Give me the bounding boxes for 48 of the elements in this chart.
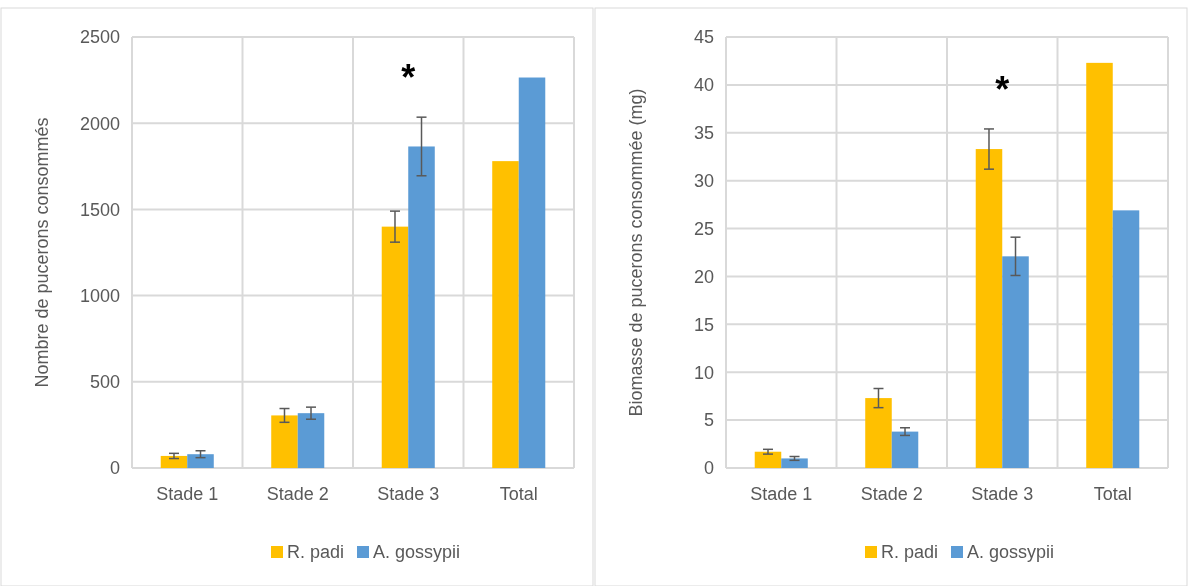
bar: [518, 77, 546, 468]
x-tick-label: Stade 3: [377, 484, 440, 504]
y-axis-title: Biomasse de pucerons consommée (mg): [626, 88, 646, 417]
legend-label: R. padi: [881, 542, 939, 563]
legend-label: A. gossypii: [373, 542, 461, 563]
bar: [381, 226, 409, 468]
bar: [1002, 256, 1029, 468]
y-tick-label: 0: [109, 458, 120, 479]
legend-label: R. padi: [287, 542, 345, 563]
bar: [975, 149, 1003, 468]
y-axis-title: Nombre de pucerons consommés: [32, 117, 52, 388]
x-tick-label: Stade 1: [156, 484, 219, 504]
y-tick-label: 25: [693, 218, 714, 239]
y-tick-label: 500: [89, 372, 120, 393]
x-tick-label: Total: [1093, 484, 1132, 504]
y-tick-label: 5: [703, 410, 714, 431]
bar: [160, 455, 188, 468]
y-tick-label: 10: [693, 362, 714, 383]
bar: [891, 431, 919, 468]
legend-label: A. gossypii: [967, 542, 1055, 563]
bar: [187, 454, 214, 468]
bar: [271, 415, 298, 468]
annotation: *: [995, 68, 1010, 110]
y-tick-label: 20: [693, 266, 714, 287]
y-tick-label: 2000: [79, 113, 120, 134]
x-tick-label: Stade 2: [266, 484, 329, 504]
bar: [408, 146, 435, 468]
x-tick-label: Stade 3: [971, 484, 1034, 504]
y-tick-label: 30: [693, 170, 714, 191]
bar: [754, 451, 782, 468]
bar: [781, 458, 808, 468]
y-tick-label: 15: [693, 314, 714, 335]
bar: [492, 161, 519, 468]
y-tick-label: 2500: [79, 27, 120, 48]
bar: [297, 413, 325, 468]
bar: [1086, 62, 1113, 468]
y-tick-label: 1500: [79, 199, 120, 220]
bar: [865, 398, 892, 468]
x-tick-label: Total: [499, 484, 538, 504]
annotation: *: [401, 56, 416, 98]
x-tick-label: Stade 1: [750, 484, 813, 504]
y-tick-label: 40: [693, 75, 714, 96]
y-tick-label: 35: [693, 123, 714, 144]
bar: [1112, 210, 1140, 468]
y-tick-label: 45: [693, 27, 714, 48]
x-tick-label: Stade 2: [860, 484, 923, 504]
y-tick-label: 1000: [79, 285, 120, 306]
y-tick-label: 0: [703, 458, 714, 479]
